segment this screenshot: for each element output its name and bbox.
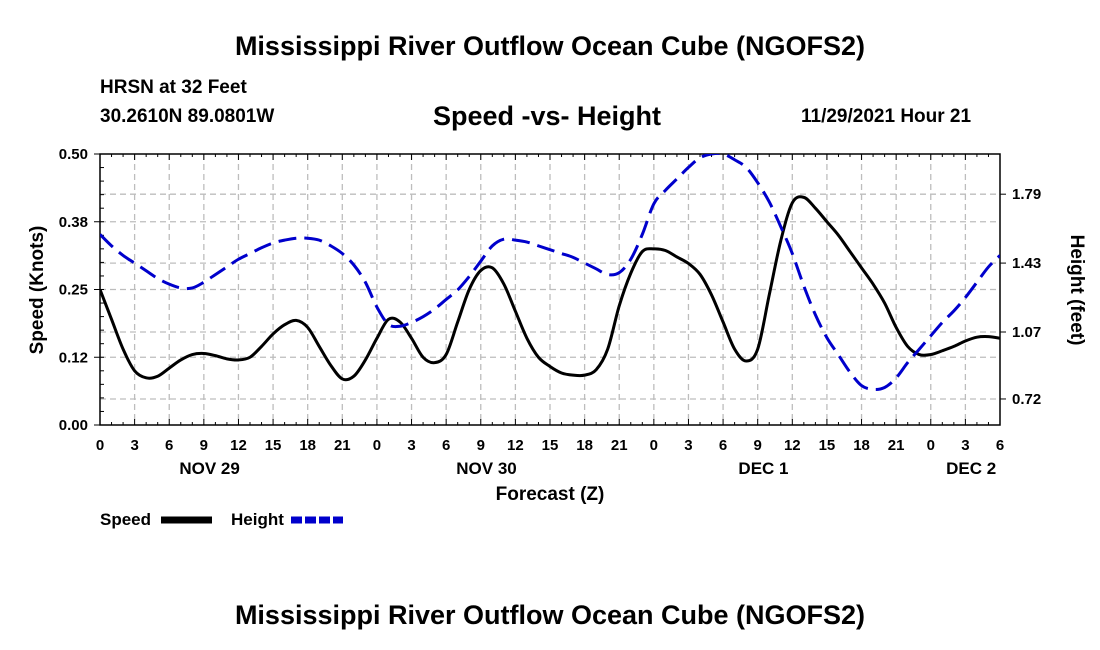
x-tick-label: 3 (130, 437, 138, 454)
y2-tick-label: 1.43 (1012, 255, 1041, 272)
x-tick-label: 9 (200, 437, 208, 454)
x-tick-label: 21 (334, 437, 351, 454)
chart-main-title: Mississippi River Outflow Ocean Cube (NG… (234, 31, 866, 61)
x-tick-label: 12 (230, 437, 247, 454)
x-axis-title: Forecast (Z) (496, 484, 605, 505)
x-tick-label: 18 (853, 437, 870, 454)
y-axis-title: Speed (Knots) (27, 226, 48, 355)
y2-tick-label: 0.72 (1012, 391, 1041, 408)
x-tick-label: 6 (996, 437, 1004, 454)
x-day-label: NOV 30 (456, 459, 516, 478)
y2-tick-label: 1.07 (1012, 324, 1041, 341)
x-tick-label: 6 (442, 437, 450, 454)
x-tick-label: 12 (784, 437, 801, 454)
x-tick-label: 0 (650, 437, 658, 454)
x-tick-label: 21 (611, 437, 628, 454)
x-tick-label: 12 (507, 437, 524, 454)
legend-label-speed: Speed (100, 510, 151, 529)
x-tick-label: 15 (819, 437, 836, 454)
x-tick-label: 15 (542, 437, 559, 454)
x-tick-label: 6 (165, 437, 173, 454)
x-tick-label: 9 (754, 437, 762, 454)
y2-axis-title: Height (feet) (1066, 235, 1087, 346)
second-chart-title: Mississippi River Outflow Ocean Cube (NG… (234, 600, 866, 630)
x-tick-label: 3 (684, 437, 692, 454)
x-tick-label: 9 (477, 437, 485, 454)
chart-subtitle: Speed -vs- Height (433, 101, 662, 131)
y-tick-label: 0.00 (59, 417, 88, 434)
x-tick-label: 3 (407, 437, 415, 454)
x-tick-label: 18 (576, 437, 593, 454)
y-tick-label: 0.25 (59, 282, 88, 299)
y-tick-label: 0.50 (59, 146, 88, 163)
legend-label-height: Height (231, 510, 284, 529)
forecast-datetime: 11/29/2021 Hour 21 (801, 106, 972, 127)
x-tick-label: 0 (96, 437, 104, 454)
x-day-label: DEC 1 (738, 459, 788, 478)
x-day-label: NOV 29 (179, 459, 239, 478)
station-label: HRSN at 32 Feet (100, 77, 247, 98)
x-tick-label: 6 (719, 437, 727, 454)
station-coordinates: 30.2610N 89.0801W (100, 106, 275, 127)
x-tick-label: 3 (961, 437, 969, 454)
speed-series-line (100, 195, 1000, 382)
y-tick-label: 0.38 (59, 214, 88, 231)
x-tick-label: 0 (927, 437, 935, 454)
x-tick-label: 18 (299, 437, 316, 454)
y2-tick-label: 1.79 (1012, 186, 1041, 203)
x-tick-label: 0 (373, 437, 381, 454)
x-day-label: DEC 2 (946, 459, 996, 478)
height-series-line (100, 154, 1000, 392)
x-tick-label: 15 (265, 437, 282, 454)
y-tick-label: 0.12 (59, 349, 88, 366)
x-tick-label: 21 (888, 437, 905, 454)
